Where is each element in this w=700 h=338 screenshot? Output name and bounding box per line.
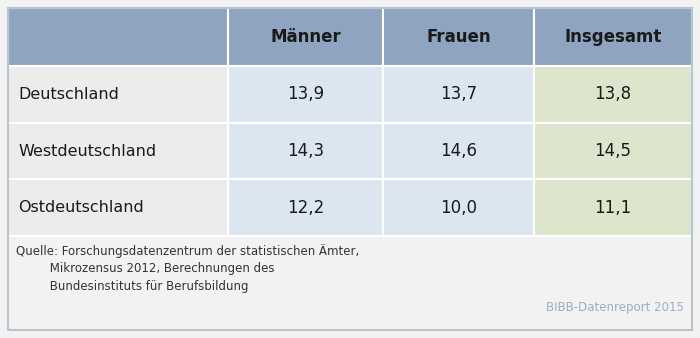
Polygon shape: [228, 66, 383, 123]
Polygon shape: [228, 123, 383, 179]
Text: BIBB-Datenreport 2015: BIBB-Datenreport 2015: [546, 301, 684, 314]
Polygon shape: [8, 179, 228, 236]
Text: 12,2: 12,2: [287, 199, 324, 217]
Polygon shape: [383, 8, 534, 66]
Polygon shape: [8, 123, 228, 179]
Text: 10,0: 10,0: [440, 199, 477, 217]
Polygon shape: [383, 179, 534, 236]
Polygon shape: [383, 123, 534, 179]
Text: 11,1: 11,1: [594, 199, 631, 217]
Text: 13,8: 13,8: [594, 85, 631, 103]
Text: Ostdeutschland: Ostdeutschland: [18, 200, 144, 215]
Polygon shape: [534, 8, 692, 66]
Text: Bundesinstituts für Berufsbildung: Bundesinstituts für Berufsbildung: [16, 280, 248, 293]
Polygon shape: [383, 66, 534, 123]
Polygon shape: [8, 66, 228, 123]
Polygon shape: [228, 8, 383, 66]
Text: Deutschland: Deutschland: [18, 87, 119, 102]
Polygon shape: [8, 236, 692, 330]
Polygon shape: [534, 66, 692, 123]
Text: Männer: Männer: [270, 28, 341, 46]
Text: Mikrozensus 2012, Berechnungen des: Mikrozensus 2012, Berechnungen des: [16, 262, 274, 275]
Polygon shape: [534, 123, 692, 179]
Polygon shape: [534, 179, 692, 236]
Text: 13,9: 13,9: [287, 85, 324, 103]
Text: 13,7: 13,7: [440, 85, 477, 103]
Text: 14,3: 14,3: [287, 142, 324, 160]
Polygon shape: [228, 179, 383, 236]
Text: 14,5: 14,5: [594, 142, 631, 160]
Text: Insgesamt: Insgesamt: [564, 28, 662, 46]
Text: Quelle: Forschungsdatenzentrum der statistischen Ämter,: Quelle: Forschungsdatenzentrum der stati…: [16, 244, 359, 258]
Text: 14,6: 14,6: [440, 142, 477, 160]
Polygon shape: [8, 8, 228, 66]
Text: Westdeutschland: Westdeutschland: [18, 144, 156, 159]
Text: Frauen: Frauen: [426, 28, 491, 46]
